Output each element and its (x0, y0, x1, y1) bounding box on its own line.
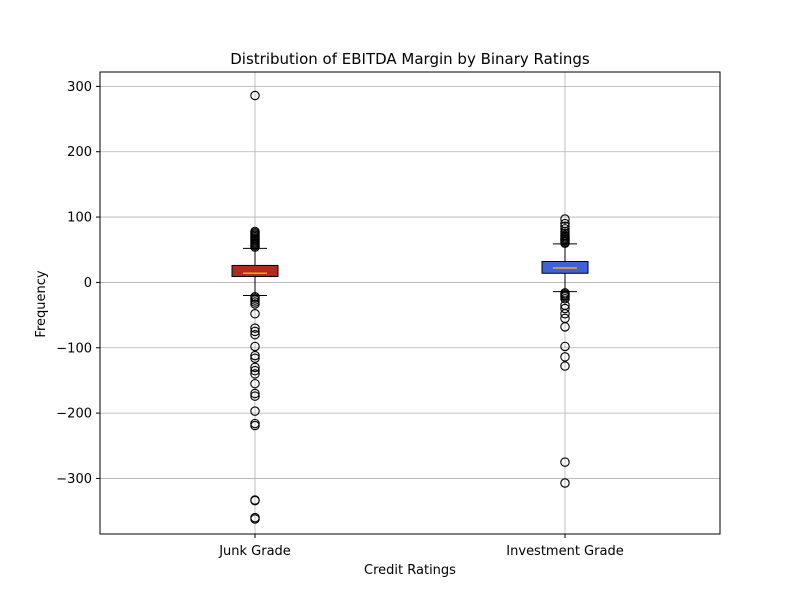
y-axis-label: Frequency (34, 270, 49, 337)
outlier-point (250, 388, 260, 399)
outlier-point (250, 362, 260, 373)
outlier-point (250, 323, 260, 333)
x-axis-label: Credit Ratings (364, 563, 456, 578)
x-tick-label: Junk Grade (218, 544, 291, 559)
tick-layer: −300 −200 −100 0 100 200 300 Junk Grade Investme… (56, 80, 623, 559)
y-tick-label: −100 (56, 341, 92, 356)
outlier-point (560, 322, 570, 332)
outlier-point (560, 224, 570, 234)
outlier-point (250, 353, 260, 363)
outlier-point (250, 378, 260, 389)
outlier-point (250, 242, 260, 252)
outlier-point (250, 350, 260, 361)
outlier-point (560, 457, 570, 467)
y-tick-label: 200 (67, 145, 92, 160)
outlier-point (250, 299, 260, 309)
outlier-point (250, 365, 260, 376)
box-iqr (231, 264, 279, 278)
outlier-point (250, 514, 260, 524)
outlier-point (560, 361, 570, 371)
y-tick-label: −300 (56, 472, 92, 487)
y-tick-label: −200 (56, 407, 92, 422)
outlier-point (250, 309, 260, 319)
outlier-point (560, 478, 570, 488)
plot-frame (99, 71, 721, 535)
outlier-point (250, 495, 260, 506)
y-tick-label: 100 (67, 211, 92, 226)
outlier-point (250, 326, 260, 337)
y-tick-label: 300 (67, 80, 92, 95)
outlier-point (560, 309, 570, 319)
outlier-point (250, 369, 260, 379)
box-investment-grade (541, 214, 589, 488)
grid-layer (100, 72, 720, 534)
outlier-point (560, 218, 570, 229)
chart-title: Distribution of EBITDA Margin by Binary … (230, 50, 590, 68)
box-layer (231, 90, 589, 524)
outlier-point (250, 90, 260, 101)
outlier-point (250, 391, 260, 401)
outlier-point (250, 406, 260, 416)
outlier-point (560, 294, 570, 304)
x-tick-label: Investment Grade (506, 544, 623, 559)
outlier-point (250, 420, 260, 431)
outlier-point (560, 341, 570, 352)
outlier-point (560, 303, 570, 314)
y-tick-label: 0 (84, 276, 92, 291)
outlier-point (560, 214, 570, 224)
outlier-point (560, 238, 570, 248)
outlier-point (250, 341, 260, 352)
outlier-point (560, 352, 570, 362)
outlier-point (560, 221, 570, 231)
box-junk-grade (231, 90, 279, 524)
outlier-point (250, 329, 260, 340)
